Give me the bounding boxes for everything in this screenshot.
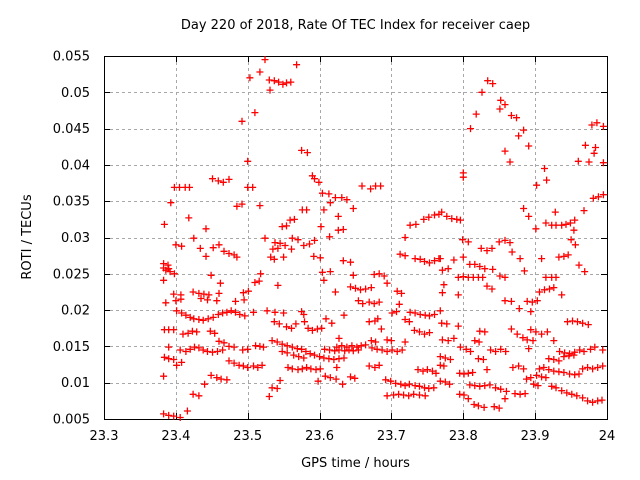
chart-title: Day 220 of 2018, Rate Of TEC Index for r… [180,18,531,33]
y-tick-label: 0.04 [61,158,90,173]
y-tick-label: 0.035 [53,195,90,210]
y-tick-label: 0.025 [53,267,90,282]
y-axis-label: ROTI / TECUs [20,194,35,279]
x-tick-label: 23.3 [90,429,119,444]
y-tick-label: 0.02 [61,304,90,319]
y-tick-label: 0.05 [61,86,90,101]
x-tick-label: 23.6 [305,429,334,444]
x-axis-label: GPS time / hours [301,456,410,471]
y-tick-label: 0.01 [61,376,90,391]
x-tick-label: 23.5 [233,429,262,444]
x-tick-label: 23.4 [161,429,190,444]
x-tick-label: 24 [599,429,616,444]
y-tick-label: 0.015 [53,340,90,355]
y-tick-label: 0.03 [61,231,90,246]
x-tick-label: 23.8 [449,429,478,444]
plot-border [104,56,608,420]
scatter-points [160,56,607,421]
y-tick-label: 0.055 [53,50,90,65]
y-tick-label: 0.005 [53,413,90,428]
x-tick-label: 23.9 [521,429,550,444]
gridlines [104,56,607,419]
x-tick-label: 23.7 [377,429,406,444]
y-tick-label: 0.045 [53,122,90,137]
